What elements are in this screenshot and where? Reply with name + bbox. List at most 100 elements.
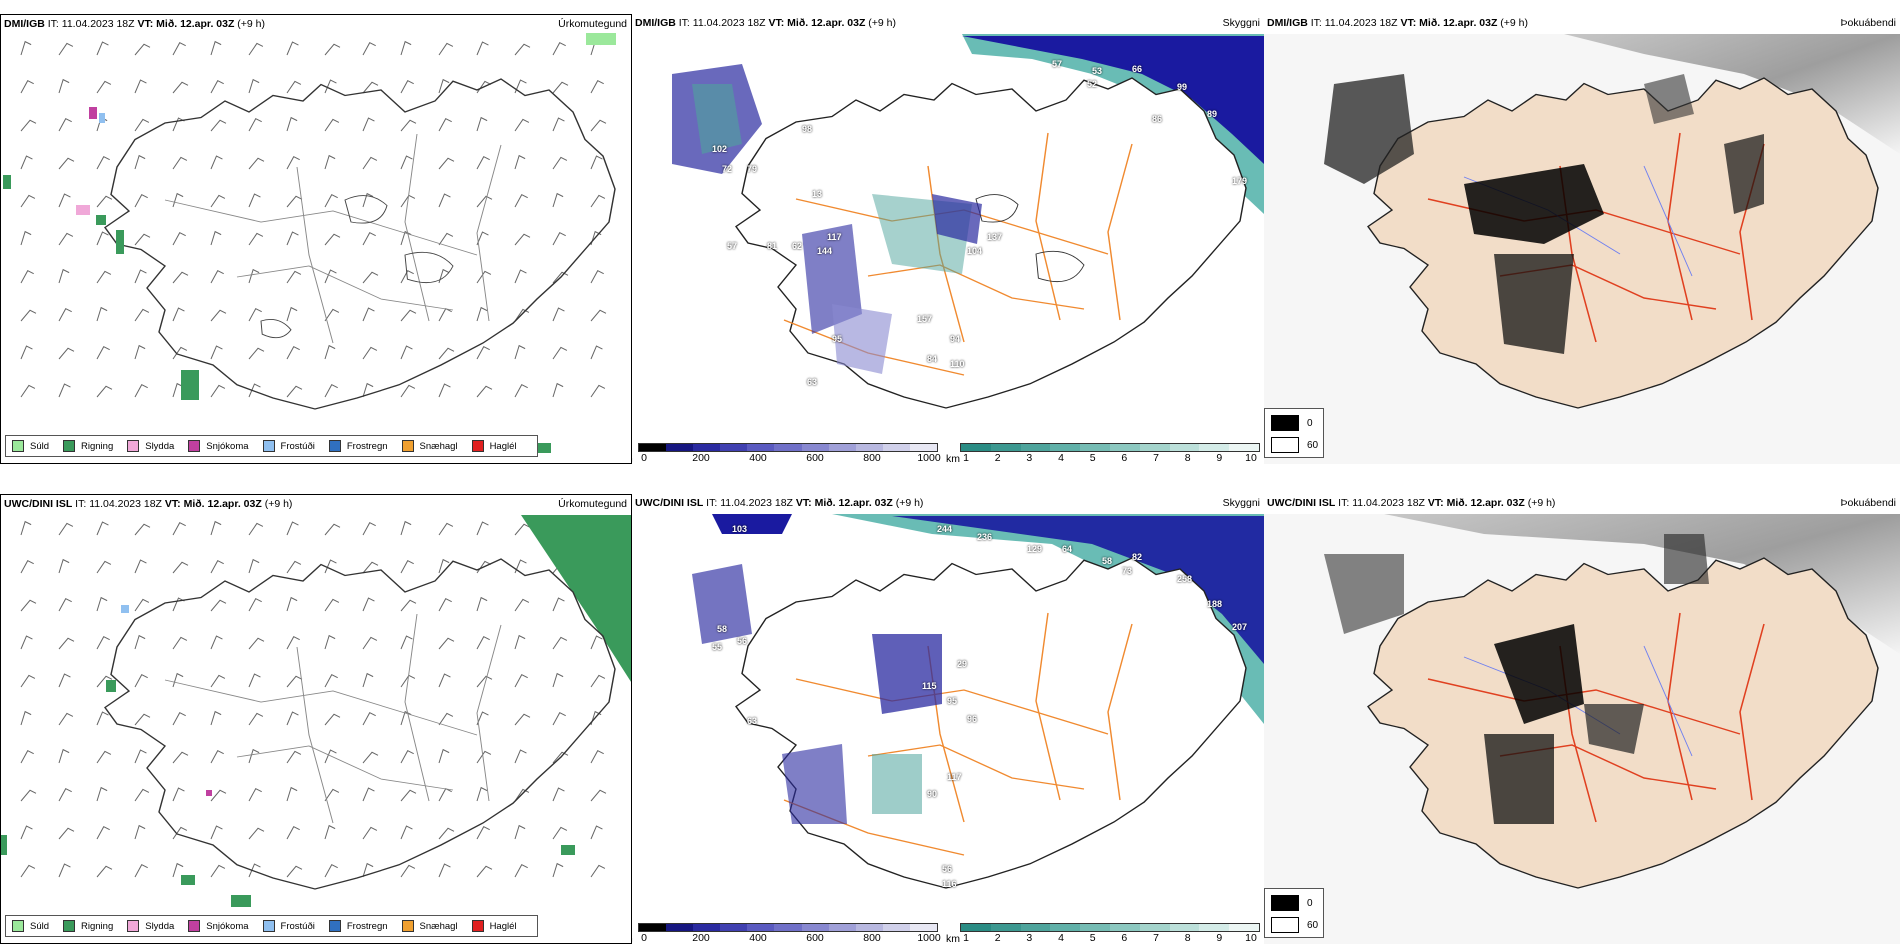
wind-barb bbox=[514, 233, 531, 246]
visibility-label: 63 bbox=[807, 377, 818, 387]
wind-barb bbox=[324, 269, 337, 284]
wind-barb bbox=[134, 154, 146, 170]
wind-barb bbox=[210, 825, 223, 840]
wind-barb bbox=[514, 788, 530, 802]
wind-barb bbox=[248, 383, 261, 398]
wind-barb bbox=[248, 522, 264, 536]
wind-barb bbox=[400, 599, 417, 612]
colorbar-tick: 4 bbox=[1058, 452, 1064, 464]
wind-barb bbox=[172, 271, 189, 284]
wind-barb bbox=[514, 344, 526, 360]
wind-barb bbox=[210, 155, 223, 170]
colorbar-segment bbox=[1139, 444, 1170, 451]
visibility-label: 73 bbox=[1122, 566, 1133, 576]
wind-barb bbox=[248, 232, 264, 246]
wind-barb bbox=[58, 232, 74, 246]
fog-legend-low: 60 bbox=[1307, 439, 1319, 451]
wind-barb bbox=[96, 521, 109, 536]
wind-barb bbox=[210, 345, 223, 360]
fog-map bbox=[1264, 34, 1900, 464]
wind-barb bbox=[248, 157, 265, 170]
colorbar-tick: 9 bbox=[1216, 452, 1223, 464]
wind-barb bbox=[134, 634, 146, 650]
colorbar-tick: 3 bbox=[1026, 452, 1033, 464]
wind-barb bbox=[96, 750, 112, 764]
legend-item: Snæhagl bbox=[401, 440, 458, 452]
wind-barb bbox=[514, 598, 530, 612]
wind-barb bbox=[248, 827, 265, 840]
legend-item: Snæhagl bbox=[401, 920, 458, 932]
colorbar-segment bbox=[1199, 444, 1230, 451]
visibility-label: 63 bbox=[747, 716, 758, 726]
visibility-label: 236 bbox=[977, 532, 993, 542]
model-name: DMI/IGB bbox=[635, 17, 676, 29]
wind-barb bbox=[96, 711, 109, 726]
visibility-label: 96 bbox=[967, 714, 978, 724]
legend-label: Frostregn bbox=[346, 920, 388, 932]
wind-barb bbox=[172, 862, 184, 878]
wind-barb bbox=[400, 270, 414, 284]
wind-barb bbox=[438, 383, 451, 398]
wind-barb bbox=[286, 596, 298, 612]
wind-barb bbox=[286, 786, 298, 802]
visibility-label: 98 bbox=[802, 124, 813, 134]
wind-barb bbox=[514, 308, 530, 322]
wind-barb bbox=[286, 231, 299, 246]
wind-barb bbox=[438, 78, 450, 94]
wind-barb bbox=[362, 751, 379, 764]
wind-barb bbox=[58, 558, 70, 574]
wind-barb bbox=[96, 306, 108, 322]
visibility-label: 58 bbox=[717, 624, 728, 634]
wind-barb bbox=[20, 345, 33, 360]
colorbar-tick: 5 bbox=[1089, 452, 1096, 464]
wind-barb bbox=[552, 117, 565, 132]
wind-barb bbox=[248, 673, 261, 688]
fog-swatch-low bbox=[1271, 917, 1299, 933]
wind-barb bbox=[362, 346, 378, 360]
legend-label: Snæhagl bbox=[419, 920, 458, 932]
wind-barb bbox=[514, 118, 530, 132]
colorbar-segment bbox=[774, 444, 802, 451]
wind-barb bbox=[362, 117, 375, 132]
wind-barb bbox=[58, 383, 71, 398]
wind-barb bbox=[476, 116, 488, 132]
wind-barb bbox=[134, 598, 150, 612]
wind-barb bbox=[58, 788, 72, 802]
wind-barb bbox=[362, 42, 376, 56]
wind-barb bbox=[96, 865, 113, 878]
wind-barb bbox=[96, 560, 112, 574]
wind-barb bbox=[400, 864, 416, 878]
wind-barb bbox=[286, 521, 299, 536]
visibility-label: 86 bbox=[1152, 114, 1163, 124]
wind-barb bbox=[590, 789, 607, 802]
wind-barb bbox=[134, 43, 151, 56]
wind-barb bbox=[286, 826, 300, 840]
wind-barb bbox=[324, 79, 337, 94]
colorbar-tick: 200 bbox=[692, 452, 710, 464]
legend-swatch bbox=[401, 920, 414, 932]
wind-barb bbox=[324, 194, 338, 208]
wind-barb bbox=[400, 789, 417, 802]
wind-barb bbox=[552, 81, 569, 94]
colorbar-tick: 10 bbox=[1245, 452, 1257, 464]
wind-barb bbox=[96, 231, 109, 246]
legend-item: Haglél bbox=[471, 920, 517, 932]
colorbar-segment bbox=[693, 444, 721, 451]
visibility-label: 13 bbox=[812, 189, 823, 199]
visibility-label: 95 bbox=[947, 696, 958, 706]
it-label: IT: bbox=[75, 498, 87, 510]
visibility-label: 29 bbox=[957, 659, 968, 669]
panel-title: Skyggni bbox=[1222, 17, 1260, 29]
visibility-label: 144 bbox=[817, 246, 833, 256]
wind-barb bbox=[58, 193, 71, 208]
wind-barb bbox=[476, 865, 493, 878]
wind-barb bbox=[248, 637, 265, 650]
fog-panel-bottom: UWC/DINI ISL IT: 11.04.2023 18Z VT: Mið.… bbox=[1264, 494, 1900, 944]
wind-barb bbox=[96, 41, 109, 56]
wind-barb bbox=[324, 598, 340, 612]
visibility-map bbox=[672, 34, 1264, 409]
forecast-offset: (+9 h) bbox=[237, 18, 266, 30]
fog-swatch-high bbox=[1271, 415, 1299, 431]
legend-swatch bbox=[262, 440, 275, 452]
wind-barb bbox=[324, 344, 336, 360]
